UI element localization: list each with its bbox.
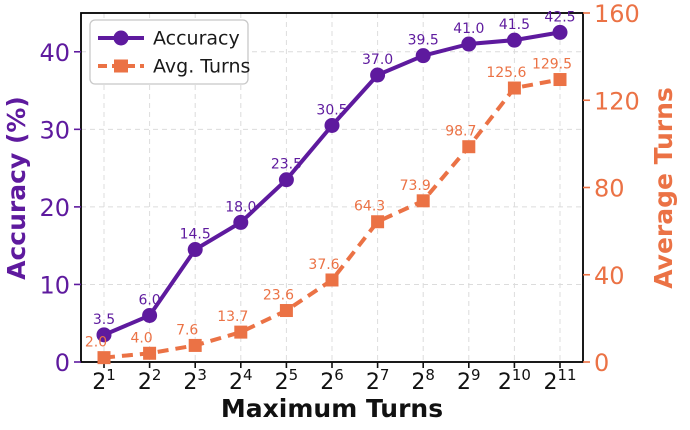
x-tick-label: 25 (275, 366, 299, 395)
accuracy-point-label: 14.5 (180, 227, 211, 243)
accuracy-point-marker (415, 48, 431, 64)
accuracy-point-marker (96, 327, 112, 343)
left-y-tick-label: 20 (39, 194, 70, 222)
accuracy-point-marker (187, 242, 203, 258)
avg-turns-point-marker (553, 73, 567, 87)
avg-turns-point-label: 98.7 (445, 124, 476, 140)
data-series (96, 24, 568, 365)
data-point-labels: 3.5 6.0 14.5 18.0 23.5 30.5 37.0 39.5 41.0 41.5 42… (85, 9, 576, 350)
right-y-tick-label: 0 (594, 349, 609, 377)
avg-turns-point-label: 7.6 (176, 322, 198, 338)
accuracy-point-label: 41.0 (453, 21, 484, 37)
avg-turns-point-label: 64.3 (354, 199, 385, 215)
x-tick-label: 210 (498, 366, 531, 395)
avg-turns-point-marker (188, 338, 202, 352)
left-y-tick-label: 0 (55, 349, 70, 377)
right-y-tick-label: 120 (594, 87, 640, 115)
x-tick-label: 24 (229, 366, 253, 395)
avg-turns-point-marker (371, 215, 385, 229)
avg-turns-point-label: 37.6 (308, 257, 339, 273)
legend-square-marker-icon (114, 59, 128, 73)
accuracy-point-label: 41.5 (499, 17, 530, 33)
avg-turns-point-marker (325, 273, 339, 287)
avg-turns-point-marker (462, 140, 476, 154)
avg-turns-point-marker (97, 351, 111, 365)
avg-turns-point-marker (416, 194, 430, 208)
avg-turns-point-label: 23.6 (263, 288, 294, 304)
x-tick-label: 211 (543, 366, 576, 395)
avg-turns-point-label: 129.5 (532, 57, 572, 73)
accuracy-point-label: 23.5 (271, 157, 302, 173)
accuracy-point-marker (506, 32, 522, 48)
avg-turns-point-label: 73.9 (400, 178, 431, 194)
accuracy-point-marker (278, 172, 294, 188)
accuracy-point-label: 42.5 (544, 9, 575, 25)
avg-turns-point-label: 125.6 (486, 65, 526, 81)
x-tick-label: 21 (92, 366, 116, 395)
x-tick-label: 23 (183, 366, 207, 395)
avg-turns-point-marker (143, 346, 157, 360)
accuracy-point-marker (233, 214, 249, 230)
accuracy-point-label: 30.5 (316, 102, 347, 118)
right-y-tick-label: 40 (594, 262, 625, 290)
accuracy-point-marker (461, 36, 477, 52)
x-tick-label: 22 (138, 366, 162, 395)
avg-turns-point-label: 4.0 (130, 330, 152, 346)
avg-turns-point-marker (279, 304, 293, 318)
avg-turns-point-label: 13.7 (217, 309, 248, 325)
avg-turns-point-marker (234, 325, 248, 339)
legend-label: Avg. Turns (153, 56, 250, 78)
legend-label: Accuracy (153, 28, 240, 50)
right-y-tick-label: 80 (594, 175, 625, 203)
x-tick-label: 26 (320, 366, 344, 395)
x-axis-title: Maximum Turns (221, 394, 443, 423)
left-y-tick-label: 40 (39, 39, 70, 67)
accuracy-point-label: 37.0 (362, 52, 393, 68)
accuracy-point-marker (142, 307, 158, 323)
avg-turns-point-marker (507, 81, 521, 95)
x-tick-label: 29 (457, 366, 481, 395)
right-y-tick-label: 160 (594, 0, 640, 28)
accuracy-point-label: 39.5 (408, 33, 439, 49)
accuracy-point-label: 18.0 (225, 199, 256, 215)
legend: Accuracy Avg. Turns (89, 19, 250, 85)
right-y-axis-title: Average Turns (649, 87, 678, 289)
accuracy-point-marker (552, 24, 568, 40)
left-y-tick-label: 30 (39, 116, 70, 144)
left-y-tick-label: 10 (39, 271, 70, 299)
x-tick-label: 28 (411, 366, 435, 395)
accuracy-point-label: 6.0 (138, 292, 160, 308)
accuracy-point-marker (324, 117, 340, 133)
left-y-axis-title: Accuracy (%) (2, 96, 31, 280)
x-tick-label: 27 (366, 366, 390, 395)
accuracy-point-label: 3.5 (93, 312, 115, 328)
avg-turns-point-label: 2.0 (85, 335, 107, 351)
accuracy-point-marker (370, 67, 386, 83)
legend-circle-marker-icon (113, 30, 129, 46)
